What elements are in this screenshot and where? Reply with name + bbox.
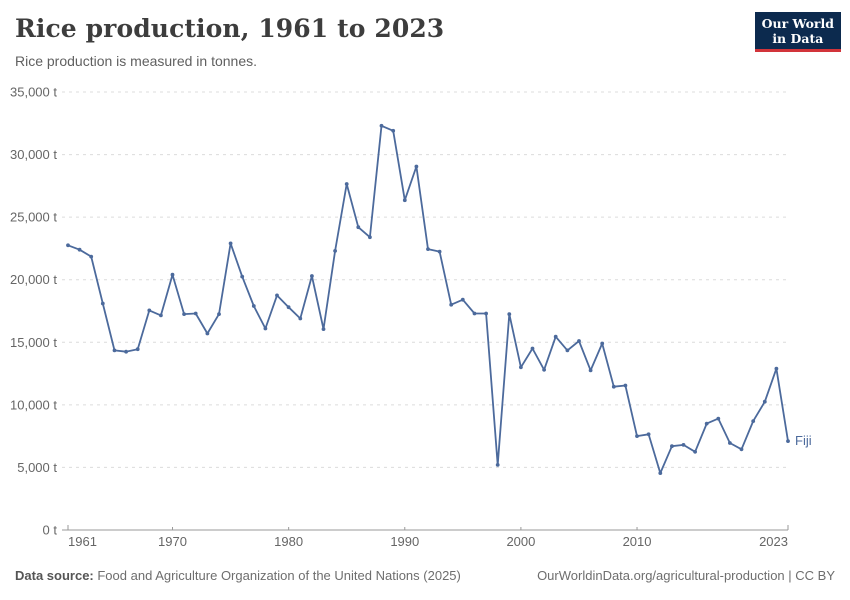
owid-url-license-link[interactable]: OurWorldinData.org/agricultural-producti… bbox=[537, 568, 835, 583]
page-title: Rice production, 1961 to 2023 bbox=[15, 14, 445, 43]
owid-logo-line2: in Data bbox=[772, 31, 824, 46]
data-point[interactable] bbox=[344, 182, 349, 186]
x-tick-label: 2023 bbox=[759, 534, 788, 549]
data-point[interactable] bbox=[263, 326, 268, 331]
data-point[interactable] bbox=[588, 368, 593, 373]
data-point[interactable] bbox=[77, 247, 82, 252]
data-point[interactable] bbox=[321, 327, 326, 331]
data-point[interactable] bbox=[147, 308, 152, 313]
data-point[interactable] bbox=[368, 235, 372, 240]
data-point[interactable] bbox=[693, 449, 697, 454]
chart-subtitle: Rice production is measured in tonnes. bbox=[15, 53, 258, 69]
data-point[interactable] bbox=[751, 419, 756, 423]
data-point[interactable] bbox=[333, 249, 337, 253]
x-tick-label: 2000 bbox=[506, 534, 535, 549]
data-point[interactable] bbox=[658, 471, 663, 475]
data-point[interactable] bbox=[553, 334, 558, 339]
data-point[interactable] bbox=[762, 399, 767, 404]
data-point[interactable] bbox=[681, 443, 686, 447]
data-point[interactable] bbox=[472, 311, 477, 316]
owid-logo[interactable]: Our World in Data bbox=[754, 12, 841, 52]
data-point[interactable] bbox=[66, 243, 70, 248]
y-tick-label: 25,000 t bbox=[10, 210, 57, 225]
data-point[interactable] bbox=[391, 128, 396, 133]
data-point[interactable] bbox=[646, 432, 651, 437]
data-point[interactable] bbox=[635, 434, 639, 438]
data-point[interactable] bbox=[112, 348, 117, 353]
data-point[interactable] bbox=[217, 312, 221, 316]
data-point[interactable] bbox=[182, 312, 187, 316]
y-tick-label: 15,000 t bbox=[10, 335, 57, 350]
owid-logo-line1: Our World bbox=[761, 16, 834, 31]
data-point[interactable] bbox=[414, 164, 419, 169]
data-source-text: Food and Agriculture Organization of the… bbox=[93, 568, 461, 583]
y-tick-label: 5,000 t bbox=[17, 460, 57, 475]
y-tick-label: 35,000 t bbox=[10, 85, 57, 100]
data-point[interactable] bbox=[611, 384, 616, 389]
data-point[interactable] bbox=[240, 274, 245, 279]
data-point[interactable] bbox=[402, 198, 407, 203]
data-point[interactable] bbox=[426, 247, 430, 252]
data-point[interactable] bbox=[286, 305, 291, 310]
data-point[interactable] bbox=[298, 316, 303, 321]
data-point[interactable] bbox=[89, 254, 94, 259]
data-point[interactable] bbox=[739, 447, 744, 452]
y-tick-label: 30,000 t bbox=[10, 147, 57, 162]
data-point[interactable] bbox=[577, 339, 581, 343]
x-tick-label: 2010 bbox=[623, 534, 652, 549]
data-point[interactable] bbox=[251, 304, 256, 308]
y-tick-label: 0 t bbox=[43, 523, 58, 538]
data-point[interactable] bbox=[460, 297, 465, 302]
x-tick-label: 1970 bbox=[158, 534, 187, 549]
data-source-label: Data source: bbox=[15, 568, 94, 583]
data-point[interactable] bbox=[124, 349, 128, 354]
data-line-fiji[interactable] bbox=[67, 124, 789, 475]
data-point[interactable] bbox=[484, 311, 488, 316]
data-point[interactable] bbox=[704, 421, 709, 426]
data-point[interactable] bbox=[495, 463, 500, 467]
data-point[interactable] bbox=[437, 249, 442, 254]
data-point[interactable] bbox=[159, 313, 163, 318]
x-tick-label: 1980 bbox=[274, 534, 303, 549]
data-point[interactable] bbox=[135, 347, 140, 352]
data-point[interactable] bbox=[379, 123, 384, 128]
data-source-note: Data source: Food and Agriculture Organi… bbox=[15, 568, 461, 583]
data-point[interactable] bbox=[193, 311, 198, 316]
data-point[interactable] bbox=[774, 366, 779, 371]
x-tick-label: 1961 bbox=[68, 534, 97, 549]
data-point[interactable] bbox=[728, 441, 732, 445]
x-tick-label: 1990 bbox=[390, 534, 419, 549]
data-point[interactable] bbox=[228, 241, 233, 246]
series-end-label-fiji: Fiji bbox=[795, 433, 812, 448]
data-point[interactable] bbox=[565, 348, 570, 353]
y-tick-label: 20,000 t bbox=[10, 272, 57, 287]
data-point[interactable] bbox=[275, 293, 279, 298]
data-point[interactable] bbox=[310, 274, 314, 278]
data-point[interactable] bbox=[449, 302, 454, 307]
data-point[interactable] bbox=[623, 383, 628, 388]
data-point[interactable] bbox=[507, 312, 512, 316]
data-point[interactable] bbox=[670, 444, 674, 449]
data-point[interactable] bbox=[716, 416, 721, 421]
data-point[interactable] bbox=[170, 272, 175, 277]
data-point[interactable] bbox=[786, 439, 790, 443]
data-point[interactable] bbox=[542, 367, 546, 372]
data-point[interactable] bbox=[356, 225, 361, 230]
y-tick-label: 10,000 t bbox=[10, 397, 57, 412]
data-point[interactable] bbox=[530, 346, 535, 351]
data-point[interactable] bbox=[600, 341, 605, 346]
data-point[interactable] bbox=[100, 301, 105, 306]
data-point[interactable] bbox=[519, 365, 523, 370]
data-point[interactable] bbox=[205, 331, 210, 336]
